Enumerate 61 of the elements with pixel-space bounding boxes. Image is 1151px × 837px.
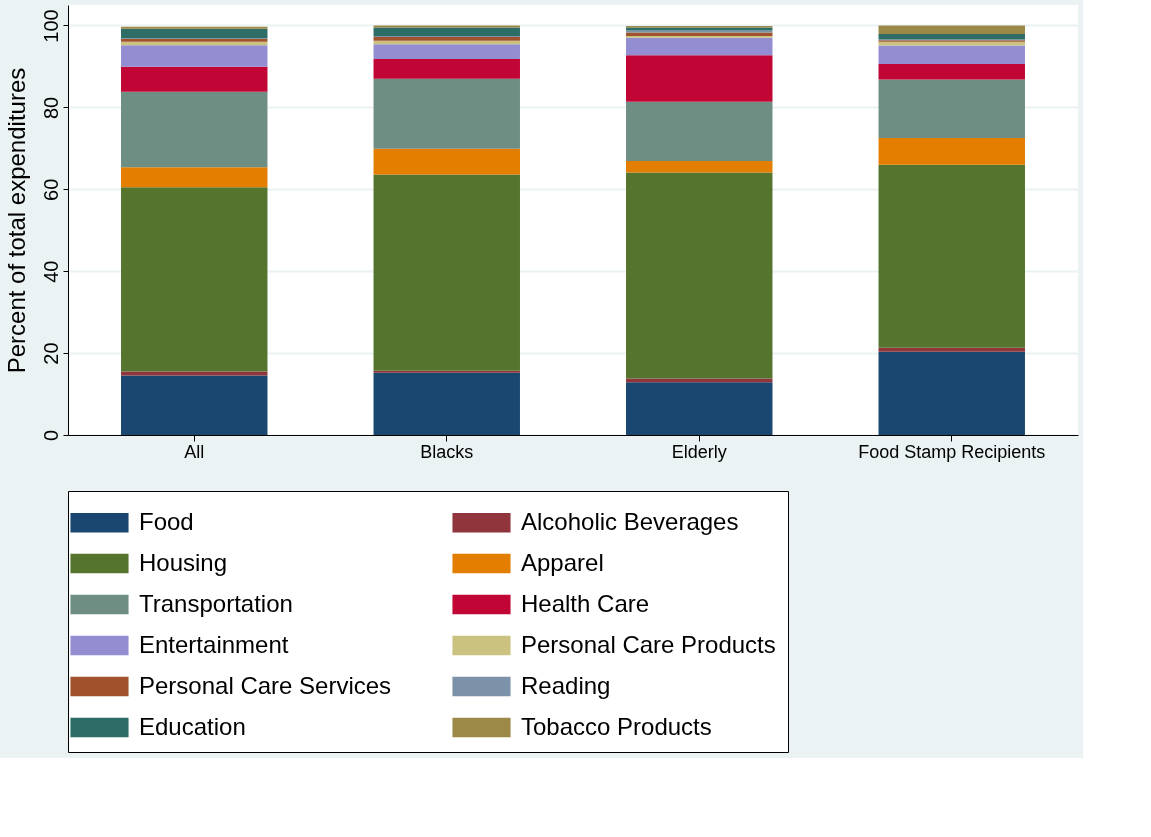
bar — [373, 174, 520, 371]
bar — [121, 371, 268, 376]
x-tick-label: Food Stamp Recipients — [858, 441, 1046, 462]
bar — [373, 25, 520, 28]
x-tick-label: All — [184, 441, 205, 462]
bar — [878, 347, 1025, 352]
bar — [121, 26, 268, 29]
bar — [878, 63, 1025, 80]
legend-label: Food — [139, 507, 194, 535]
bar — [878, 34, 1025, 40]
bar — [373, 36, 520, 41]
legend-label: Housing — [139, 548, 228, 576]
bar — [373, 27, 520, 37]
bar — [121, 187, 268, 372]
bar — [121, 375, 268, 435]
y-tick-label: 20 — [39, 342, 62, 365]
legend-label: Tobacco Products — [521, 712, 712, 740]
bar — [121, 66, 268, 92]
legend-label: Apparel — [521, 548, 604, 576]
y-axis-title: Percent of total expenditures — [2, 67, 30, 374]
bar — [626, 55, 773, 102]
y-tick-label: 0 — [39, 429, 62, 442]
bar — [626, 101, 773, 162]
bar — [878, 41, 1025, 46]
bar — [121, 167, 268, 188]
bar — [878, 45, 1025, 64]
x-tick-label: Elderly — [671, 441, 727, 462]
bar — [373, 148, 520, 175]
y-tick-label: 40 — [39, 260, 62, 283]
bar — [878, 79, 1025, 139]
legend-label: Personal Care Products — [521, 630, 776, 658]
bar — [373, 372, 520, 435]
bar — [373, 44, 520, 60]
bar — [878, 351, 1025, 435]
bar — [878, 164, 1025, 348]
x-tick-label: Blacks — [420, 441, 474, 462]
legend-label: Education — [139, 712, 246, 740]
bar — [373, 59, 520, 79]
bar — [121, 41, 268, 46]
bar — [373, 370, 520, 373]
y-tick-label: 80 — [39, 96, 62, 120]
bar — [121, 45, 268, 67]
y-tick-label: 100 — [39, 9, 62, 43]
bar — [626, 172, 773, 379]
legend-label: Alcoholic Beverages — [521, 507, 739, 535]
bar — [626, 37, 773, 56]
legend-label: Entertainment — [139, 630, 289, 658]
bar — [878, 138, 1025, 165]
y-tick-label: 60 — [39, 178, 62, 201]
bar — [878, 25, 1025, 35]
bar — [626, 161, 773, 173]
legend-label: Health Care — [521, 589, 650, 617]
bar — [626, 378, 773, 383]
bar — [626, 32, 773, 37]
bar — [373, 78, 520, 149]
legend-label: Personal Care Services — [139, 671, 392, 699]
legend-label: Transportation — [139, 589, 293, 617]
bar — [626, 382, 773, 435]
bar — [121, 28, 268, 39]
bar — [121, 91, 268, 168]
legend-label: Reading — [521, 671, 611, 699]
